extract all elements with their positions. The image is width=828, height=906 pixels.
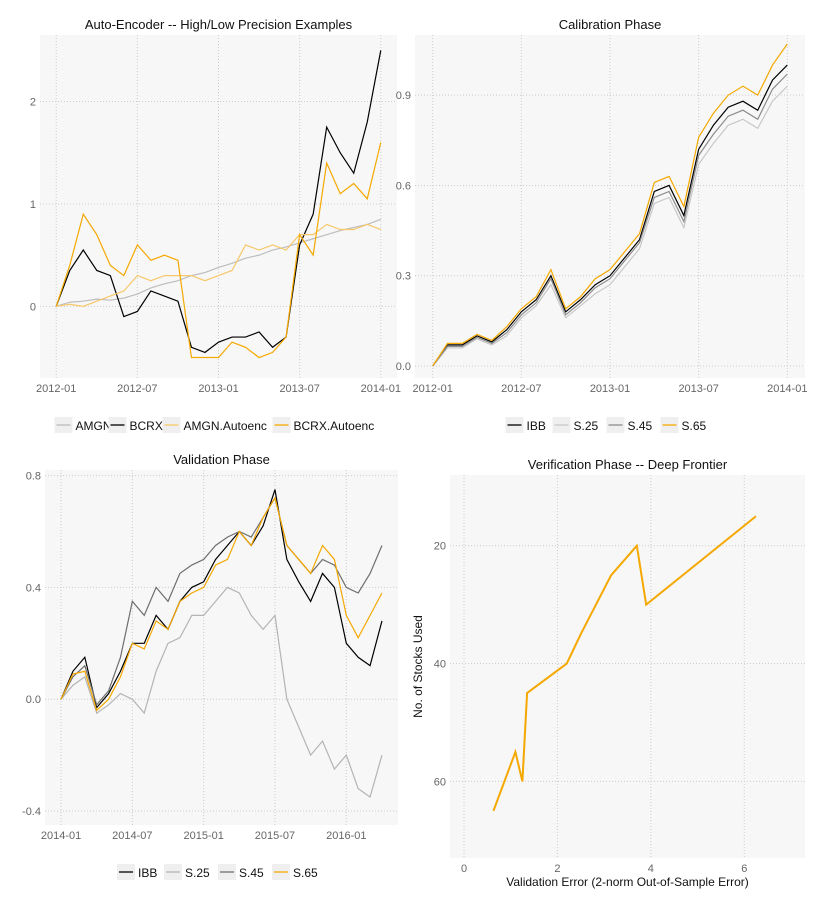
series-line-AMGN [56,218,381,307]
plot-background [45,470,398,825]
series-line-S.45 [432,73,788,367]
y-tick-label: 0.0 [26,694,41,706]
legend-label: S.65 [682,419,707,433]
series-line-S.25 [60,586,383,799]
legend: IBB S.25 S.45 S.65 [117,864,318,880]
x-tick-label: 2014-01 [41,830,81,842]
x-tick-label: 2013-01 [590,383,630,395]
legend-label: IBB [527,419,546,433]
y-tick-label: 0.0 [396,361,411,373]
series-line-IBB [432,64,788,367]
chart-title: Verification Phase -- Deep Frontier [528,457,728,472]
chart-title: Validation Phase [173,452,270,467]
x-tick-label: 2014-01 [361,383,401,395]
y-tick-label: 0.8 [26,471,41,483]
series-line-S.65 [432,43,788,367]
x-tick-label: 2012-07 [501,383,541,395]
series-line-IBB [60,489,383,709]
panel-1: Calibration Phase 2012-01 2012-07 2013-01 20… [396,17,807,433]
panel-2: Validation Phase 2014-01 2014-07 2015-01 201… [22,452,398,880]
legend-label: S.45 [628,419,653,433]
legend-label: S.25 [574,419,599,433]
x-tick-label: 2013-07 [279,383,319,395]
chart-title: Auto-Encoder -- High/Low Precision Examp… [85,17,353,32]
legend-label: BCRX.Autoenc [294,419,375,433]
legend: AMGN BCRX AMGN.Autoenc BCRX.Autoenc [54,417,375,433]
series-line-frontier [492,515,757,812]
x-tick-label: 2013-01 [198,383,238,395]
x-tick-label: 2 [554,863,560,875]
legend-label: BCRX [130,419,163,433]
x-tick-label: 2014-07 [112,830,152,842]
x-tick-label: 2016-01 [326,830,366,842]
y-tick-label: 0.9 [396,90,411,102]
legend-label: S.65 [293,866,318,880]
x-axis-label: Validation Error (2-norm Out-of-Sample E… [506,875,749,889]
y-tick-label: 0.4 [26,582,41,594]
legend-label: S.45 [239,866,264,880]
x-tick-label: 2012-07 [117,383,157,395]
plot-background [450,475,805,858]
y-tick-label: 2 [30,97,36,109]
x-tick-label: 2013-07 [678,383,718,395]
x-tick-label: 2014-01 [767,383,807,395]
y-tick-label: -0.4 [22,806,41,818]
x-tick-label: 4 [648,863,654,875]
y-tick-label: 60 [434,776,446,788]
legend: IBB S.25 S.45 S.65 [505,417,707,433]
series-line-BCRX.Autoenc [55,142,382,359]
legend-label: S.25 [185,866,210,880]
x-tick-label: 2015-01 [183,830,223,842]
series-line-S.45 [60,496,383,707]
panel-3: Verification Phase -- Deep Frontier 0 2 4 6 2… [411,457,805,889]
y-tick-label: 0 [30,301,36,313]
series-line-S.25 [432,85,788,367]
legend-label: AMGN [76,419,112,433]
x-tick-label: 0 [461,863,467,875]
chart-title: Calibration Phase [559,17,662,32]
y-tick-label: 1 [30,199,36,211]
y-tick-label: 0.6 [396,180,411,192]
series-line-BCRX [55,50,382,354]
panel-0: Auto-Encoder -- High/Low Precision Examp… [30,17,401,433]
y-tick-label: 20 [434,541,446,553]
series-line-S.65 [60,496,383,712]
y-tick-label: 0.3 [396,271,411,283]
x-tick-label: 6 [741,863,747,875]
y-tick-label: 40 [434,659,446,671]
x-tick-label: 2012-01 [413,383,453,395]
x-tick-label: 2012-01 [36,383,76,395]
legend-label: IBB [138,866,157,880]
series-line-AMGN.Autoenc [56,223,381,307]
legend-label: AMGN.Autoenc [184,419,267,433]
x-tick-label: 2015-07 [255,830,295,842]
y-axis-label: No. of Stocks Used [411,615,425,718]
